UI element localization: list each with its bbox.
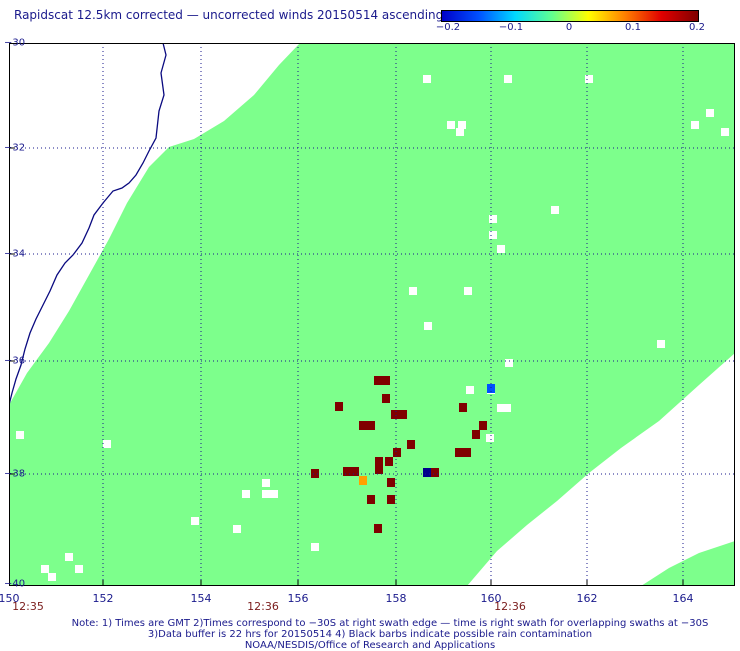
wind-diff-cell <box>359 421 367 430</box>
swath-time-label: 12:35 <box>12 600 44 613</box>
swath-time-label: 12:36 <box>247 600 279 613</box>
missing-cell <box>242 490 250 498</box>
missing-cell <box>270 490 278 498</box>
missing-cell <box>497 404 505 412</box>
lon-label: 158 <box>385 592 407 605</box>
plot-frame <box>9 43 735 586</box>
wind-diff-cell <box>387 495 395 504</box>
missing-cell <box>489 215 497 223</box>
lon-label: 150 <box>0 592 20 605</box>
missing-cell <box>464 287 472 295</box>
wind-diff-cell <box>391 410 399 419</box>
colorbar <box>441 10 699 22</box>
wind-diff-cell <box>351 467 359 476</box>
missing-cell <box>551 206 559 214</box>
wind-diff-cell <box>359 476 367 485</box>
wind-diff-cell <box>423 468 431 477</box>
wind-diff-cell <box>393 448 401 457</box>
missing-cell <box>706 109 714 117</box>
wind-diff-cell <box>382 376 390 385</box>
missing-cell <box>503 404 511 412</box>
wind-diff-cell <box>479 421 487 430</box>
missing-cell <box>447 121 455 129</box>
lon-label: 160 <box>480 592 502 605</box>
missing-cell <box>423 75 431 83</box>
missing-cell <box>16 431 24 439</box>
wind-diff-cell <box>375 465 383 474</box>
wind-diff-cell <box>407 440 415 449</box>
lat-label: −38 <box>4 468 26 480</box>
missing-cell <box>233 525 241 533</box>
missing-cell <box>103 440 111 448</box>
lon-label: 156 <box>287 592 309 605</box>
missing-cell <box>65 553 73 561</box>
missing-cell <box>585 75 593 83</box>
missing-cell <box>41 565 49 573</box>
wind-diff-cell <box>459 403 467 412</box>
missing-cell <box>486 434 494 442</box>
wind-map-plot <box>9 43 735 586</box>
missing-cell <box>691 121 699 129</box>
wind-diff-cell <box>399 410 407 419</box>
colorbar-tick-label: −0.2 <box>435 22 461 33</box>
swath-area <box>9 43 735 586</box>
lat-label: −36 <box>4 355 26 367</box>
colorbar-tick-label: 0.1 <box>625 22 641 33</box>
missing-cell <box>466 386 474 394</box>
lat-label: −34 <box>4 248 26 260</box>
wind-diff-cell <box>374 524 382 533</box>
missing-cell <box>505 359 513 367</box>
lon-label: 164 <box>672 592 694 605</box>
wind-diff-cell <box>367 421 375 430</box>
missing-cell <box>424 322 432 330</box>
map-title: Rapidscat 12.5km corrected — uncorrected… <box>14 8 444 22</box>
missing-cell <box>262 490 270 498</box>
lon-label: 162 <box>576 592 598 605</box>
lat-label: −32 <box>4 142 26 154</box>
wind-difference-cells <box>311 376 495 533</box>
wind-diff-cell <box>375 457 383 466</box>
wind-diff-cell <box>455 448 463 457</box>
swath-time-label: 12:36 <box>494 600 526 613</box>
wind-diff-cell <box>385 457 393 466</box>
coastline <box>9 43 167 406</box>
wind-diff-cell <box>463 448 471 457</box>
missing-cell <box>48 573 56 581</box>
wind-diff-cell <box>374 376 382 385</box>
missing-cell <box>409 287 417 295</box>
lon-label: 154 <box>190 592 212 605</box>
missing-cell <box>497 245 505 253</box>
wind-diff-cell <box>387 478 395 487</box>
colorbar-tick-label: −0.1 <box>498 22 524 33</box>
lat-label: −40 <box>4 578 26 590</box>
missing-cell <box>458 121 466 129</box>
missing-cell <box>75 565 83 573</box>
colorbar-tick-label: 0 <box>565 22 573 33</box>
graticule <box>9 43 735 586</box>
footnote-line-2: 3)Data buffer is 22 hrs for 20150514 4) … <box>147 629 593 640</box>
wind-diff-cell <box>367 495 375 504</box>
missing-cell <box>311 543 319 551</box>
footnote-line-1: Note: 1) Times are GMT 2)Times correspon… <box>71 618 709 629</box>
missing-cell <box>721 128 729 136</box>
wind-diff-cell <box>472 430 480 439</box>
footnote-line-3: NOAA/NESDIS/Office of Research and Appli… <box>244 640 496 651</box>
swath-area-secondary <box>641 541 735 586</box>
wind-diff-cell <box>343 467 351 476</box>
missing-cell <box>504 75 512 83</box>
missing-cell <box>262 479 270 487</box>
wind-diff-cell <box>487 384 495 393</box>
wind-diff-cell <box>311 469 319 478</box>
wind-diff-cell <box>335 402 343 411</box>
missing-cell <box>657 340 665 348</box>
wind-diff-cell <box>382 394 390 403</box>
missing-cell <box>489 231 497 239</box>
lat-label: −30 <box>4 37 26 49</box>
missing-cell <box>456 128 464 136</box>
missing-cell <box>191 517 199 525</box>
colorbar-tick-label: 0.2 <box>689 22 705 33</box>
wind-swath <box>9 43 735 586</box>
wind-diff-cell <box>431 468 439 477</box>
lon-label: 152 <box>92 592 114 605</box>
